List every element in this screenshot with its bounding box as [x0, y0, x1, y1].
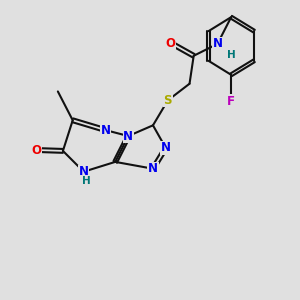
- Text: O: O: [166, 37, 176, 50]
- Text: F: F: [227, 95, 235, 108]
- Text: H: H: [82, 176, 91, 186]
- Text: N: N: [212, 38, 223, 50]
- Text: O: O: [31, 143, 41, 157]
- Text: N: N: [161, 141, 171, 154]
- Text: H: H: [227, 50, 236, 60]
- Text: N: N: [100, 124, 110, 136]
- Text: N: N: [123, 130, 133, 142]
- Text: N: N: [148, 162, 158, 175]
- Text: N: N: [79, 165, 89, 178]
- Text: S: S: [164, 94, 172, 107]
